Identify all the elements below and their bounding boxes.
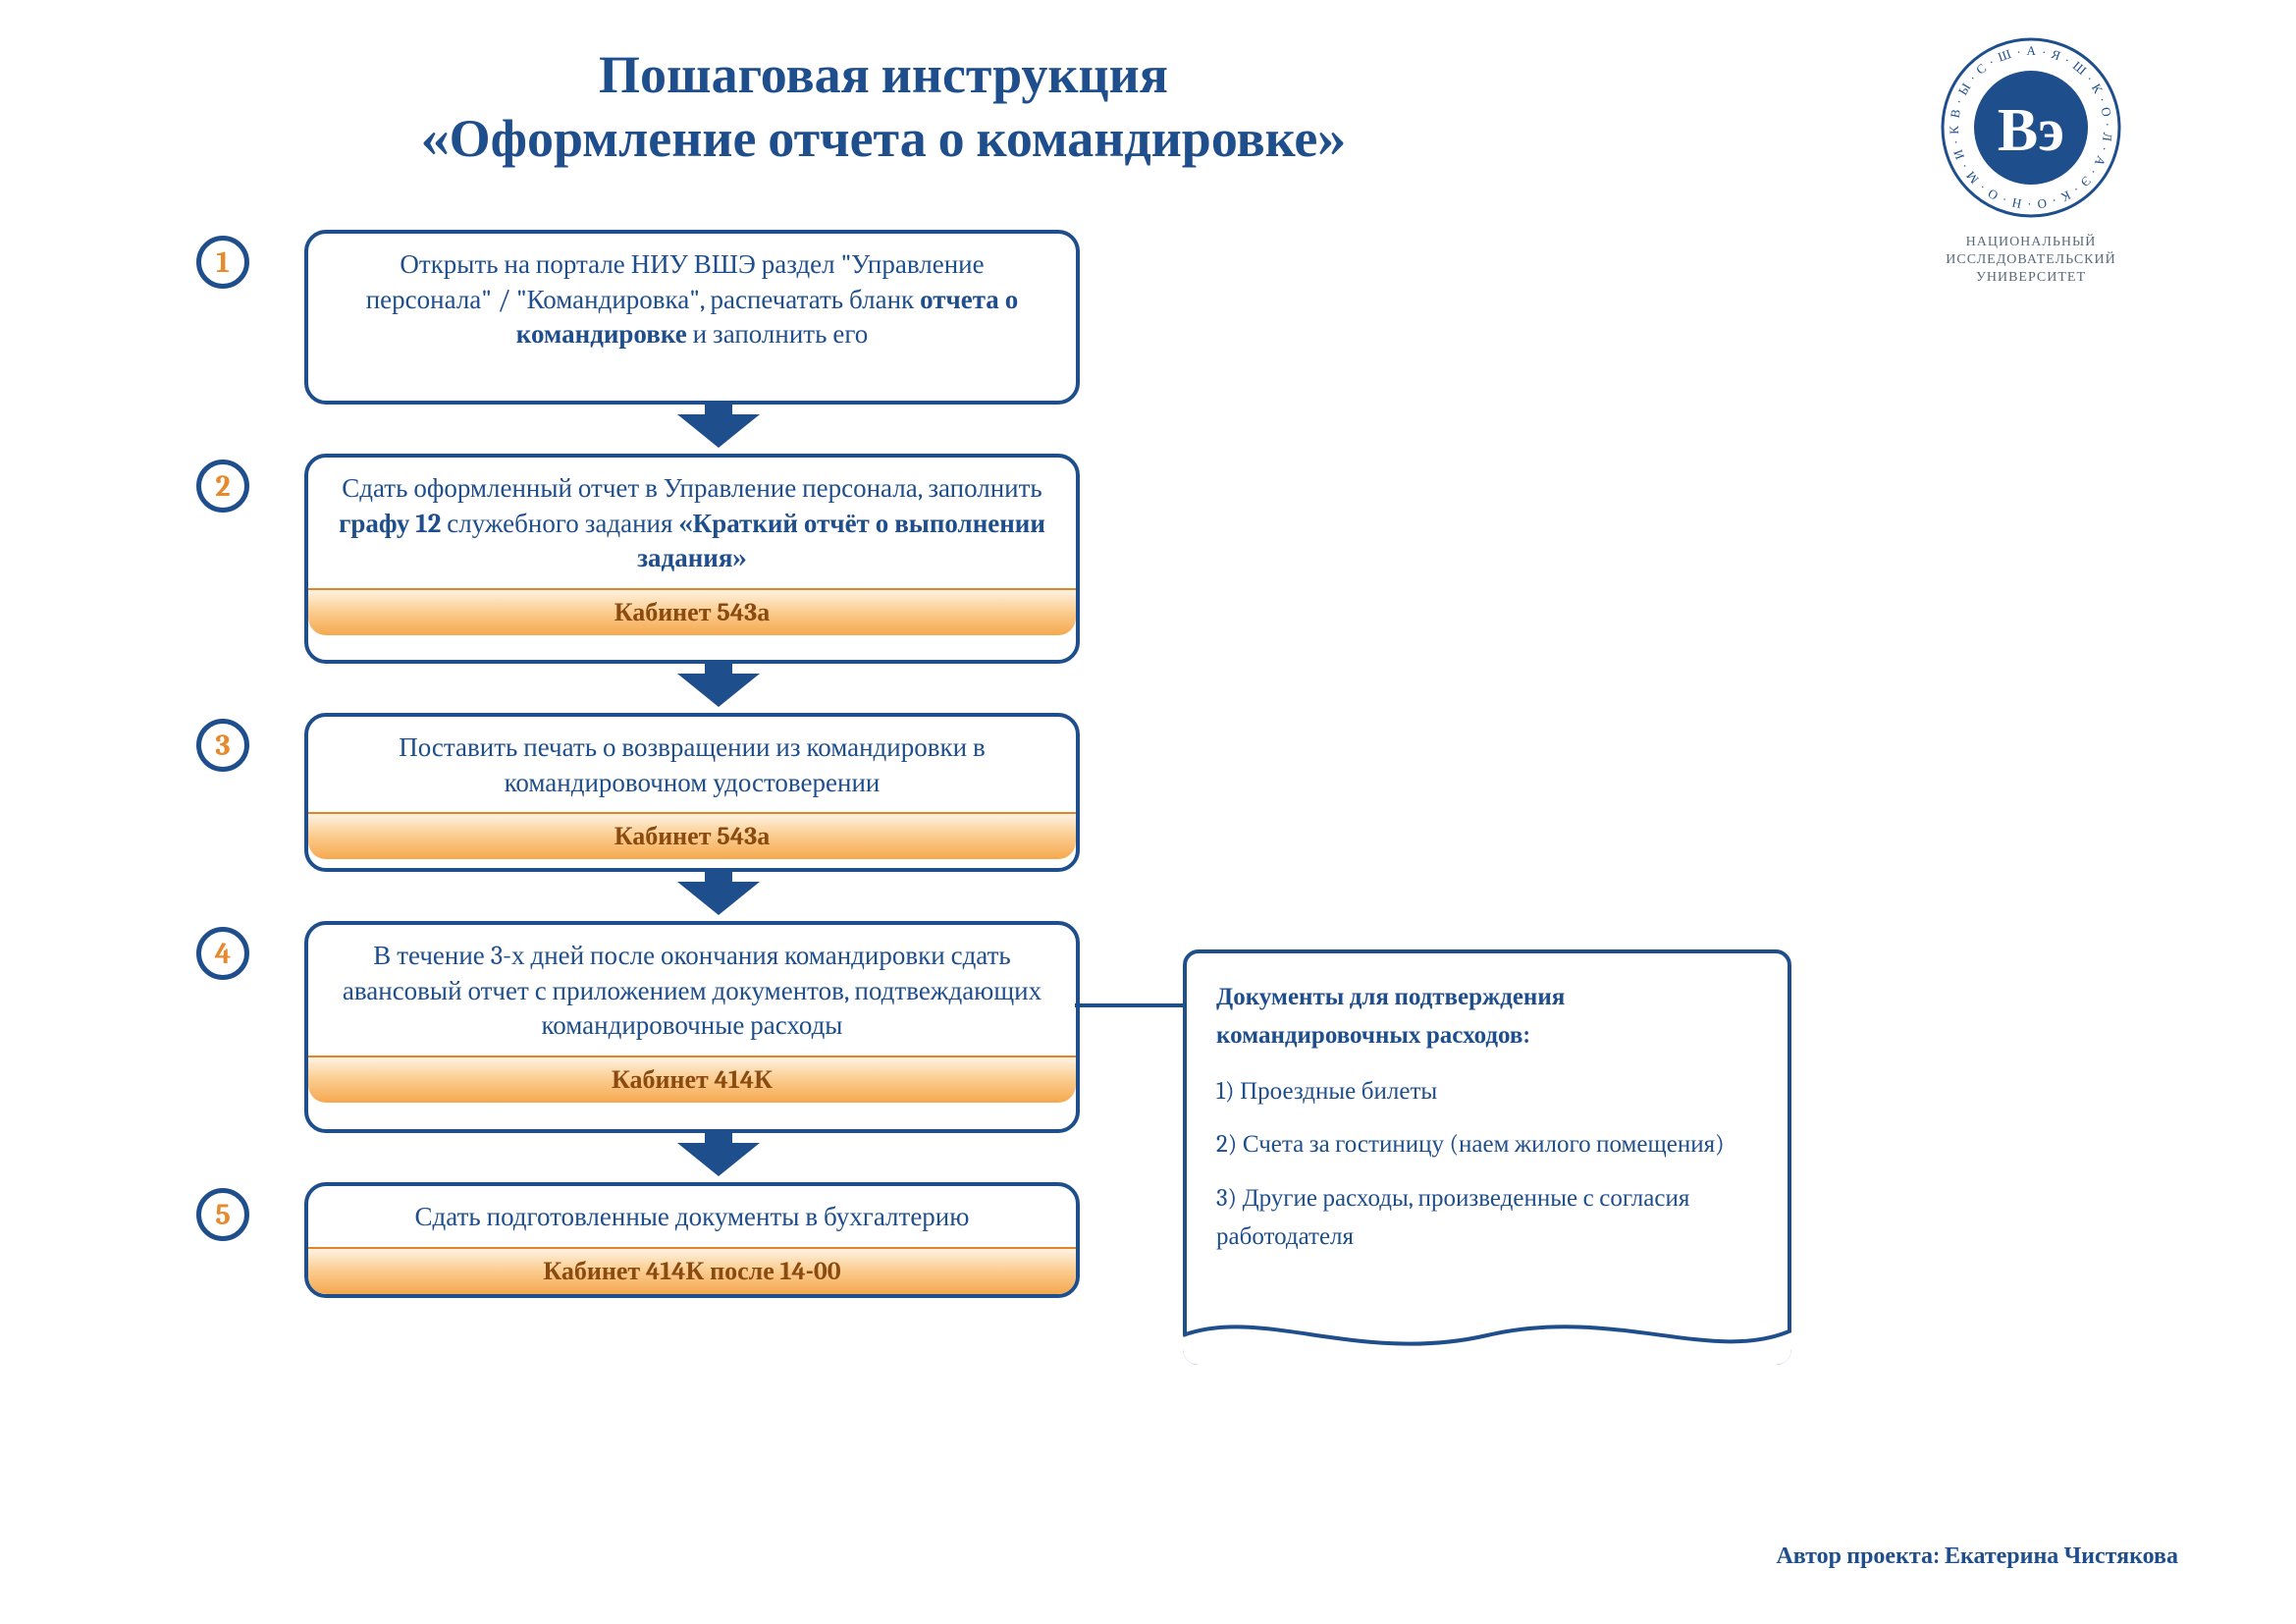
callout-item: 3) Другие расходы, произведенные с согла… (1216, 1180, 1758, 1257)
step-cab-4: Кабинет 414К (308, 1056, 1076, 1103)
logo-caption-1: НАЦИОНАЛЬНЫЙ ИССЛЕДОВАТЕЛЬСКИЙ (1884, 233, 2178, 268)
step-card-5: Сдать подготовленные документы в бухгалт… (304, 1182, 1080, 1298)
callout-item: 2) Счета за гостиницу (наем жилого помещ… (1216, 1126, 1758, 1164)
step-text-5: Сдать подготовленные документы в бухгалт… (308, 1186, 1076, 1247)
step-badge-1: 1 (196, 236, 249, 289)
step-text-4: В течение 3-х дней после окончания коман… (308, 925, 1076, 1056)
title-line2: «Оформление отчета о командировке» (196, 108, 1571, 172)
step-card-1: Открыть на портале НИУ ВШЭ раздел "Управ… (304, 230, 1080, 405)
callout-connector-line (1075, 1003, 1183, 1007)
step-badge-2: 2 (196, 460, 249, 513)
flow-arrow-1 (677, 414, 760, 448)
step-text-1: Открыть на портале НИУ ВШЭ раздел "Управ… (308, 234, 1076, 364)
svg-text:Вэ: Вэ (1998, 97, 2064, 164)
step-cab-5: Кабинет 414К после 14-00 (308, 1247, 1076, 1294)
step-cab-2: Кабинет 543а (308, 588, 1076, 635)
step-cab-3: Кабинет 543а (308, 812, 1076, 859)
callout-item: 1) Проездные билеты (1216, 1073, 1758, 1111)
step-badge-3: 3 (196, 719, 249, 772)
logo-caption: НАЦИОНАЛЬНЫЙ ИССЛЕДОВАТЕЛЬСКИЙ УНИВЕРСИТ… (1884, 233, 2178, 286)
flow-arrow-2 (677, 674, 760, 707)
callout-wave-decoration (1183, 1296, 1791, 1365)
step-card-3: Поставить печать о возвращении из команд… (304, 713, 1080, 872)
callout-heading: Документы для подтверждения командировоч… (1216, 979, 1758, 1056)
step-card-4: В течение 3-х дней после окончания коман… (304, 921, 1080, 1133)
step-card-2: Сдать оформленный отчет в Управление пер… (304, 454, 1080, 664)
logo-caption-2: УНИВЕРСИТЕТ (1884, 268, 2178, 286)
title-line1: Пошаговая инструкция (196, 44, 1571, 108)
step-badge-5: 5 (196, 1188, 249, 1241)
expenses-callout: Документы для подтверждения командировоч… (1183, 949, 1791, 1365)
hse-logo-svg: Вэ В · Ы · С · Ш · А · Я · Ш · К · О · Л… (1938, 34, 2124, 221)
hse-logo: Вэ В · Ы · С · Ш · А · Я · Ш · К · О · Л… (1884, 34, 2178, 286)
step-text-3: Поставить печать о возвращении из команд… (308, 717, 1076, 812)
step-badge-4: 4 (196, 927, 249, 980)
author-footer: Автор проекта: Екатерина Чистякова (1776, 1542, 2178, 1570)
page-title: Пошаговая инструкция «Оформление отчета … (196, 44, 1571, 172)
flow-arrow-4 (677, 1143, 760, 1176)
flow-arrow-3 (677, 882, 760, 915)
step-text-2: Сдать оформленный отчет в Управление пер… (308, 458, 1076, 588)
